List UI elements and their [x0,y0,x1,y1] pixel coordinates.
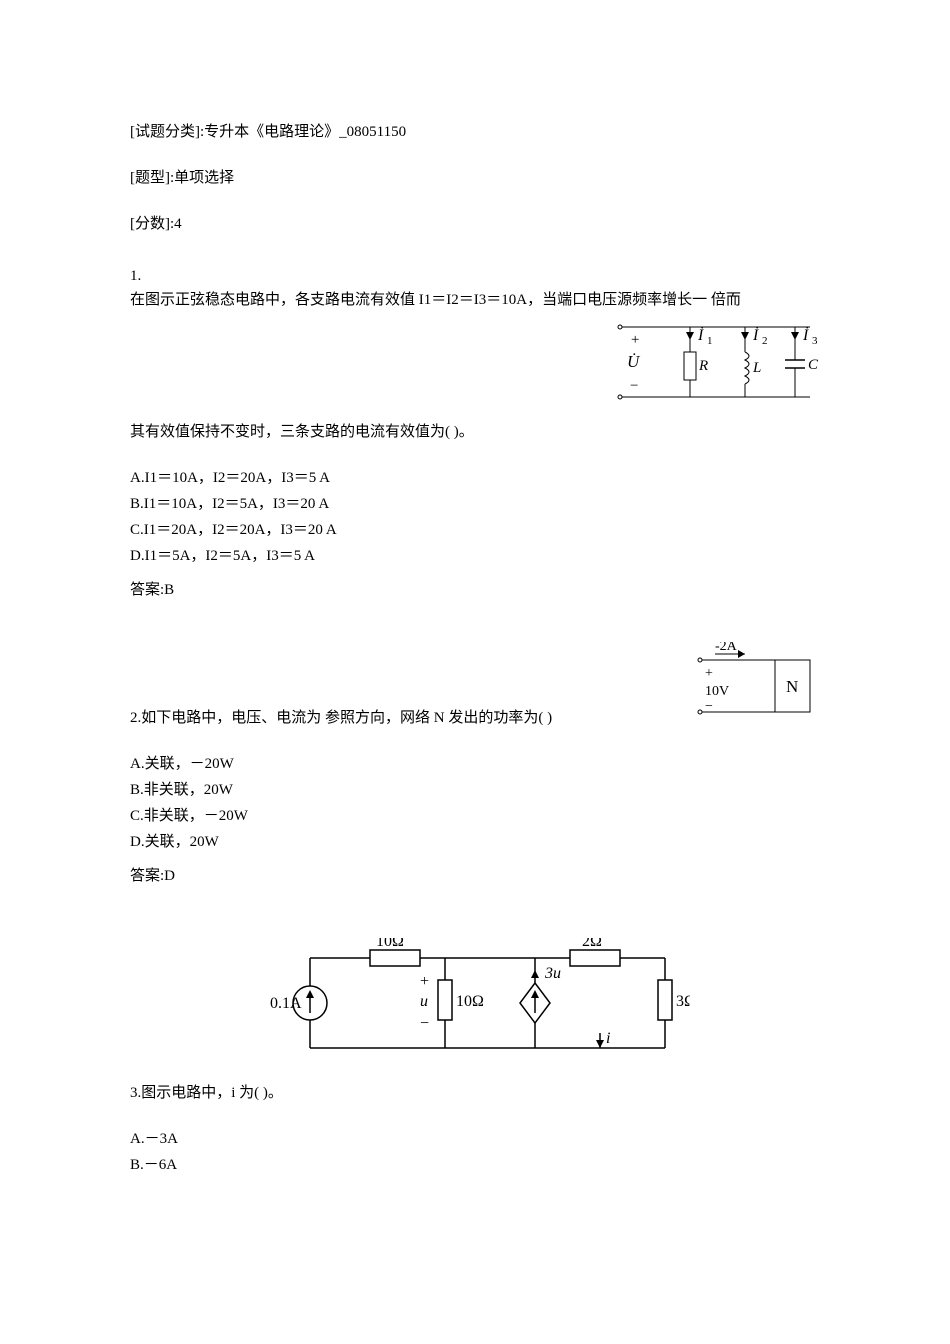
type-line: [题型]:单项选择 [130,166,820,190]
q3-text: 3.图示电路中，i 为( )。 [130,1081,690,1105]
q1-option-b: B.I1＝10A，I2＝5A，I3＝20 A [130,492,820,516]
q3-i-label: i [606,1030,610,1047]
q1-answer: 答案:B [130,578,820,602]
q1-text-line2: 其有效值保持不变时，三条支路的电流有效值为( )。 [130,420,820,444]
q1-minus: − [630,378,638,394]
q1-text-line1: 在图示正弦稳态电路中，各支路电流有效值 I1＝I2＝I3＝10A，当端口电压源频… [130,288,820,312]
q2-current-label: -2A [715,642,738,654]
q2-text: 2.如下电路中，电压、电流为 参照方向，网络 N 发出的功率为( ) [130,706,552,730]
q3-u-label: u [420,993,428,1010]
q1-L-label: L [752,360,761,376]
q1-option-a: A.I1＝10A，I2＝20A，I3＝5 A [130,466,820,490]
q3-R3-label: 2Ω [582,938,602,950]
q1-I2-label: İ [752,326,759,344]
q3-minus: − [420,1015,429,1032]
q3-option-b: B.－6A [130,1153,820,1177]
q1-C-label: C [808,357,819,373]
q3-R4-label: 3Ω [676,993,690,1010]
q3-Is-label: 0.1A [270,995,302,1012]
q3-R1-label: 10Ω [376,938,404,950]
q3-R2-label: 10Ω [456,993,484,1010]
svg-text:3: 3 [812,335,818,347]
q2-N-label: N [786,677,798,696]
question-1: 1. 在图示正弦稳态电路中，各支路电流有效值 I1＝I2＝I3＝10A，当端口电… [130,264,820,602]
q2-plus: + [705,666,713,681]
q1-I3-label: İ [802,326,809,344]
q1-plus: + [630,332,640,348]
q1-option-d: D.I1＝5A，I2＝5A，I3＝5 A [130,544,820,568]
q2-option-d: D.关联，20W [130,830,820,854]
q2-minus: − [705,699,713,714]
question-2: 2.如下电路中，电压、电流为 参照方向，网络 N 发出的功率为( ) N -2A… [130,642,820,888]
q2-option-c: C.非关联，－20W [130,804,820,828]
category-line: [试题分类]:专升本《电路理论》_08051150 [130,120,820,144]
q1-I1-label: İ [697,326,704,344]
q2-voltage-label: 10V [705,684,729,699]
score-line: [分数]:4 [130,212,820,236]
q3-dep-label: 3u [544,965,561,982]
svg-text:2: 2 [762,335,768,347]
q1-number: 1. [130,264,820,288]
q2-option-b: B.非关联，20W [130,778,820,802]
q1-R-label: R [698,358,708,374]
question-3: 0.1A + u − 10Ω 10Ω 2Ω [130,908,820,1177]
q1-U-label: U̇ [627,352,641,371]
q1-option-c: C.I1＝20A，I2＝20A，I3＝20 A [130,518,820,542]
q2-circuit-diagram: N -2A + 10V − [680,642,820,730]
svg-text:1: 1 [707,335,713,347]
q1-circuit-diagram: + U̇ − İ 1 İ 2 İ 3 R L C [605,312,820,420]
q2-answer: 答案:D [130,864,820,888]
q3-circuit-diagram: 0.1A + u − 10Ω 10Ω 2Ω [270,938,690,1076]
q3-option-a: A.－3A [130,1127,820,1151]
q2-option-a: A.关联，－20W [130,752,820,776]
q3-plus: + [420,973,429,990]
